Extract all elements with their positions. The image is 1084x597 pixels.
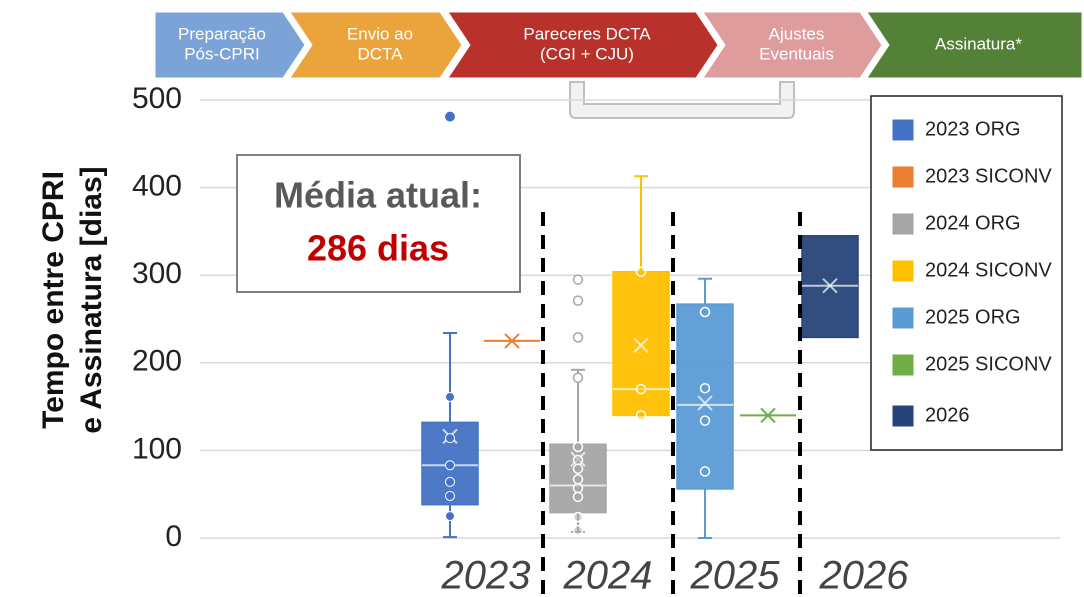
process-label: (CGI + CJU)	[540, 44, 634, 63]
data-point	[572, 482, 584, 494]
outlier	[572, 372, 584, 383]
y-tick-label: 0	[165, 520, 182, 553]
outlier	[572, 295, 584, 306]
data-point	[572, 491, 584, 503]
process-step	[154, 11, 306, 79]
data-point	[572, 441, 584, 453]
annotation: 286 dias	[307, 228, 449, 269]
annotation: Média atual:	[274, 175, 482, 216]
data-point	[699, 382, 711, 394]
outlier	[445, 111, 455, 122]
mean-marker	[504, 333, 520, 349]
mean-marker	[697, 395, 713, 411]
y-tick-label: 500	[132, 82, 182, 115]
legend-swatch	[892, 119, 914, 141]
data-point	[572, 454, 584, 466]
process-label: Preparação	[178, 24, 266, 43]
process-label: Assinatura*	[935, 34, 1022, 53]
legend-swatch	[892, 260, 914, 282]
legend-label: 2024 SICONV	[925, 259, 1052, 281]
data-point	[572, 474, 584, 485]
mean-marker	[822, 278, 838, 294]
process-label: DCTA	[357, 44, 403, 63]
data-point	[445, 460, 455, 471]
legend-label: 2023 ORG	[925, 118, 1021, 140]
legend-label: 2025 SICONV	[925, 353, 1052, 375]
x-tick-label: 2026	[819, 554, 910, 597]
data-point	[635, 410, 647, 421]
outlier	[572, 332, 584, 343]
data-point	[445, 476, 455, 487]
y-tick-label: 100	[132, 432, 182, 465]
data-point	[635, 383, 647, 395]
legend-swatch	[892, 166, 914, 188]
legend-label: 2023 SICONV	[925, 165, 1052, 187]
data-point	[445, 391, 455, 402]
data-point	[572, 511, 584, 523]
outlier	[572, 274, 584, 285]
data-point	[445, 511, 455, 522]
process-step	[447, 11, 719, 79]
data-point	[699, 466, 711, 477]
legend-swatch	[892, 213, 914, 235]
mean-marker	[760, 407, 776, 424]
data-point	[572, 524, 584, 536]
mean-marker	[633, 337, 649, 353]
data-point	[699, 415, 711, 426]
box	[676, 303, 734, 490]
x-tick-label: 2023	[441, 554, 531, 597]
legend-label: 2025 ORG	[925, 306, 1021, 328]
y-tick-label: 300	[132, 257, 182, 290]
process-label: Eventuais	[759, 44, 834, 63]
legend-swatch	[892, 307, 914, 329]
legend-label: 2026	[925, 404, 970, 426]
x-tick-label: 2025	[690, 554, 781, 597]
data-point	[445, 433, 455, 444]
legend-swatch	[892, 354, 914, 376]
process-step	[289, 11, 463, 79]
loop-arrow	[569, 81, 795, 119]
process-step	[702, 11, 883, 79]
process-label: Envio ao	[347, 24, 413, 43]
y-axis-label: Tempo entre CPRI	[37, 171, 70, 429]
process-label: Ajustes	[769, 24, 825, 43]
process-label: Pós-CPRI	[184, 44, 260, 63]
data-point	[699, 306, 711, 318]
data-point	[635, 266, 647, 277]
data-point	[572, 463, 584, 475]
legend-label: 2024 ORG	[925, 212, 1021, 234]
y-tick-label: 200	[132, 345, 182, 378]
annotation-box	[236, 154, 521, 293]
y-axis-label: e Assinatura [dias]	[75, 166, 108, 433]
process-step	[866, 11, 1083, 79]
data-point	[445, 490, 455, 501]
y-tick-label: 400	[132, 170, 182, 203]
process-label: Pareceres DCTA	[523, 24, 651, 43]
legend-swatch	[892, 405, 914, 427]
x-tick-label: 2024	[563, 554, 653, 597]
